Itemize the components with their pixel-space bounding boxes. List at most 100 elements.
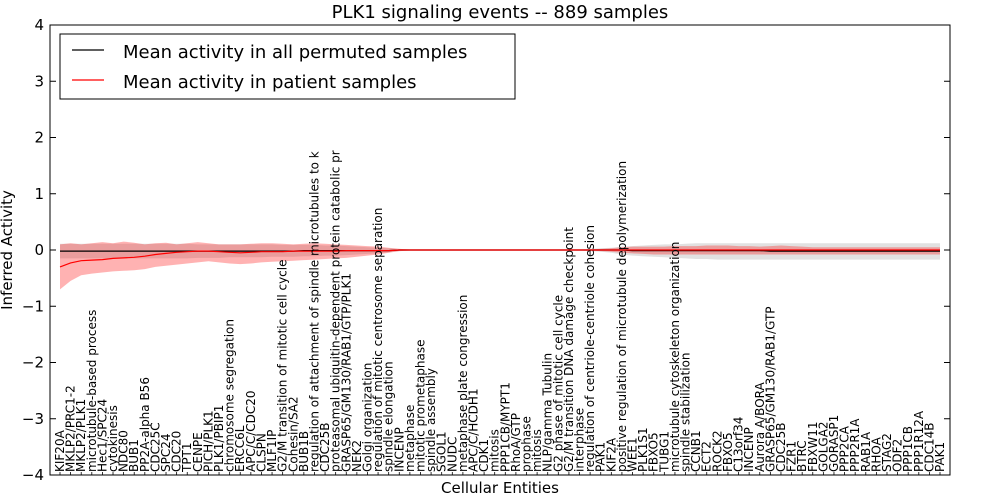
x-tick-label: PPP1CB/MYPT1 (498, 382, 512, 472)
chart-title: PLK1 signaling events -- 889 samples (332, 2, 669, 23)
y-tick-label: −1 (22, 297, 44, 315)
x-tick-label: NDC80 (117, 430, 131, 472)
x-tick-label: Cohesin/SA2 (286, 396, 300, 472)
x-tick-label: RhoA/GTP (509, 413, 523, 472)
x-tick-label: ODF2 (891, 439, 905, 472)
x-tick-label: FBXW11 (806, 422, 820, 473)
series-line-1 (59, 249, 940, 268)
x-tick-label: CCNB1 (689, 430, 703, 472)
x-tick-label: positive regulation of microtubule depol… (615, 161, 629, 472)
x-tick-label: G2/M transition of mitotic cell cycle (276, 259, 290, 472)
x-tick-label: interphase (573, 408, 587, 472)
x-tick-labels: KIF20AMKLP2/PRC1-2MKLP2/PLK1microtubule-… (53, 150, 947, 475)
x-tick-label: spindle assembly (424, 368, 438, 472)
x-tick-label: C13orf34 (732, 417, 746, 472)
y-tick-label: −4 (22, 466, 44, 484)
x-tick-label: metaphase (403, 405, 417, 472)
x-tick-label: APC/C/CDC20 (244, 390, 258, 472)
y-tick-label: 0 (34, 241, 44, 259)
x-tick-label: regulation of mitotic centrosome separat… (371, 208, 385, 472)
x-tick-label: spindle stabilization (679, 352, 693, 472)
x-tick-label: spindle elongation (382, 361, 396, 472)
x-tick-label: prophase (520, 416, 534, 472)
x-tick-label: G2 phase of mitotic cell cycle (551, 295, 565, 472)
x-tick-label: PPP2R1A (848, 418, 862, 472)
x-tick-label: BTRC (795, 440, 809, 472)
x-tick-label: BUB1B (297, 431, 311, 472)
x-tick-label: CDC20 (170, 431, 184, 472)
x-tick-label: RAB1A (859, 431, 873, 472)
series-band-1 (60, 241, 940, 290)
x-tick-label: PP2A-alpha B56 (138, 377, 152, 472)
x-tick-label: INCENP (392, 427, 406, 472)
x-tick-label: PAK1 (933, 442, 947, 472)
x-tick-label: PPP1CB (901, 426, 915, 472)
x-tick-label: TPT1 (180, 442, 194, 473)
x-tick-label: Hec1/SPC24 (95, 399, 109, 472)
x-tick-label: mitotic prometaphase (413, 340, 427, 473)
x-tick-label: APC/C/HCDH1 (466, 388, 480, 472)
x-tick-label: mitosis (530, 429, 544, 472)
y-tick-label: 4 (34, 16, 44, 34)
plot-area (59, 241, 940, 290)
legend-label-patient: Mean activity in patient samples (123, 72, 417, 93)
series-band-0 (60, 243, 940, 260)
x-tick-label: SPC24 (159, 433, 173, 472)
x-tick-label: NUDC (445, 437, 459, 472)
y-tick-label: 3 (34, 72, 44, 90)
x-tick-label: PAK1 (594, 442, 608, 472)
x-tick-label: SGOL1 (435, 431, 449, 472)
x-tick-label: microtubule cytoskeleton organization (668, 242, 682, 472)
x-tick-label: metaphase plate congression (456, 295, 470, 472)
x-tick-label: GRASP65/GM130/RAB1/GTP/PLK1 (339, 273, 353, 472)
x-tick-label: MLF1IP (265, 430, 279, 472)
x-tick-label: microtubule-based process (85, 310, 99, 472)
x-tick-label: CDC25C (148, 422, 162, 472)
x-tick-label: cytokinesis (106, 405, 120, 472)
x-tick-label: PLK1/PBIP1 (212, 405, 226, 472)
y-tick-label: 2 (34, 129, 44, 147)
x-tick-label: ECT2 (700, 441, 714, 472)
x-tick-label: PLK1S1 (636, 427, 650, 472)
x-tick-label: PICH/PLK1 (201, 410, 215, 472)
x-tick-label: CDK1 (477, 439, 491, 472)
x-axis-label: Cellular Entities (441, 479, 559, 497)
x-tick-label: NEK2 (350, 440, 364, 472)
x-tick-label: chromosome segregation (223, 319, 237, 472)
x-tick-label: proteasomal ubiquitin-dependent protein … (329, 150, 343, 472)
x-tick-label: CDC25B (774, 423, 788, 473)
x-tick-label: PPP2CA (838, 425, 852, 472)
x-tick-label: CDC25B (318, 423, 332, 473)
x-tick-label: WEE1 (626, 437, 640, 472)
x-tick-label: CLSPN (254, 433, 268, 472)
y-tick-label: −3 (22, 410, 44, 428)
y-tick-label: −2 (22, 354, 44, 372)
y-axis-label: Inferred Activity (0, 190, 16, 310)
x-tick-label: CENPE (191, 432, 205, 472)
x-tick-label: ERCC6L (233, 425, 247, 472)
x-tick-label: MKLP2/PLK1 (74, 399, 88, 472)
x-tick-label: G2/M transition DNA damage checkpoint (562, 227, 576, 472)
x-tick-label: KIF20A (53, 429, 67, 472)
x-tick-label: mitosis (488, 429, 502, 472)
x-tick-label: FZR1 (785, 441, 799, 472)
x-tick-label: NLP/gamma Tubulin (541, 353, 555, 472)
legend-box (59, 33, 516, 100)
x-tick-label: BUB1 (127, 439, 141, 472)
x-tick-label: INCENP (742, 427, 756, 472)
x-tick-label: CDC14B (922, 423, 936, 473)
x-tick-label: MKLP2/PRC1-2 (64, 385, 78, 472)
x-tick-label: TUBG1 (657, 431, 671, 473)
legend-label-permuted: Mean activity in all permuted samples (123, 42, 467, 63)
x-tick-label: RHOA (869, 436, 883, 472)
x-tick-label: STAG2 (880, 433, 894, 472)
x-tick-label: KIF2A (604, 437, 618, 472)
x-tick-label: Golgi organization (360, 363, 374, 472)
plot-frame (49, 24, 951, 476)
x-tick-label: regulation of centriole-centriole cohesi… (583, 225, 597, 472)
x-tick-label: FBXO5 (647, 432, 661, 472)
y-axis-ticks: −4 −3 −2 −1 0 1 2 3 4 (22, 16, 950, 484)
x-tick-label: GRASP65/GM130/RAB1/GTP (763, 306, 777, 472)
x-tick-label: PPP1R12A (912, 410, 926, 472)
